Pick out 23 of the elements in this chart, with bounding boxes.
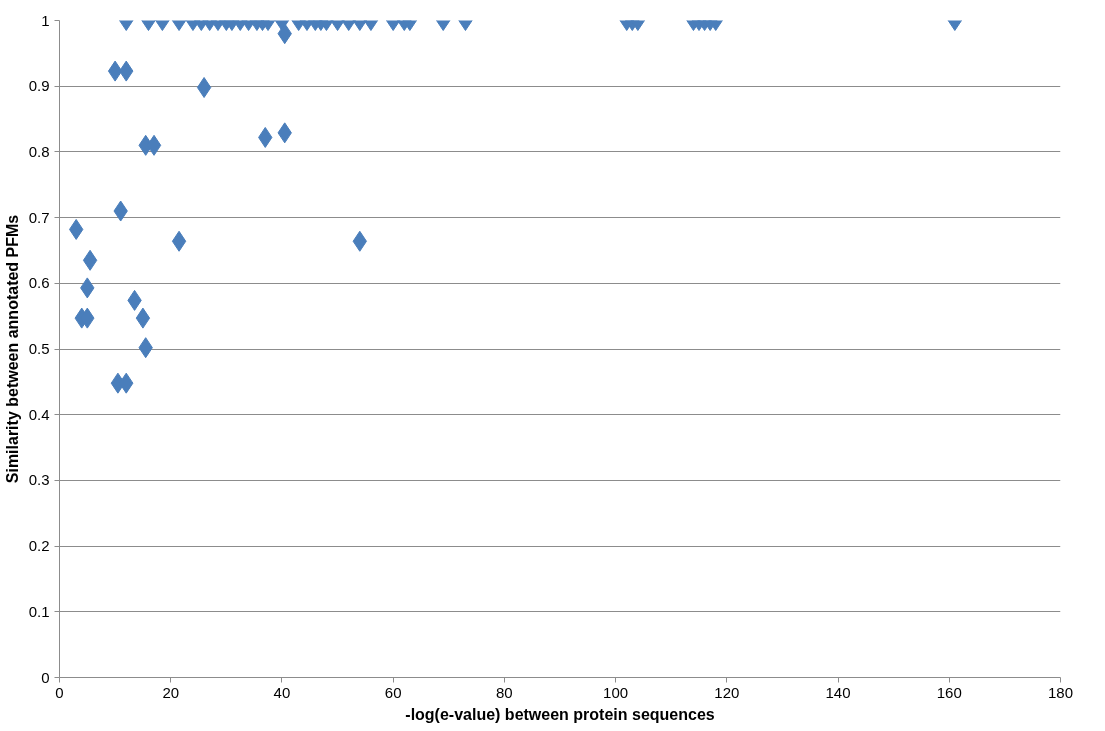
y-tick-label: 0.2: [28, 537, 50, 555]
y-tick-label: 1: [41, 11, 50, 29]
x-tick-label: 0: [55, 683, 64, 701]
x-tick-label: 20: [162, 683, 180, 701]
x-tick-label: 180: [1047, 683, 1074, 701]
x-tick-label: 140: [825, 683, 851, 701]
x-tick-label: 80: [496, 683, 513, 701]
x-axis-title: -log(e-value) between protein sequences: [405, 705, 715, 723]
y-tick-label: 0.3: [28, 471, 50, 489]
x-tick-label: 120: [714, 683, 740, 701]
y-tick-label: 0.4: [28, 405, 50, 423]
y-tick-label: 0.8: [28, 142, 50, 160]
x-tick-label: 60: [384, 683, 402, 701]
x-tick-label: 100: [603, 683, 629, 701]
y-tick-label: 0.1: [28, 602, 50, 620]
y-tick-label: 0.6: [28, 274, 50, 292]
y-tick-label: 0.5: [28, 340, 50, 357]
x-tick-label: 40: [273, 683, 291, 701]
y-tick-label: 0: [41, 668, 50, 686]
y-tick-label: 0.9: [28, 77, 50, 95]
y-tick-label: 0.7: [28, 208, 50, 226]
x-tick-label: 160: [936, 683, 962, 701]
y-axis-title: Similarity between annotated PFMs: [3, 214, 21, 484]
